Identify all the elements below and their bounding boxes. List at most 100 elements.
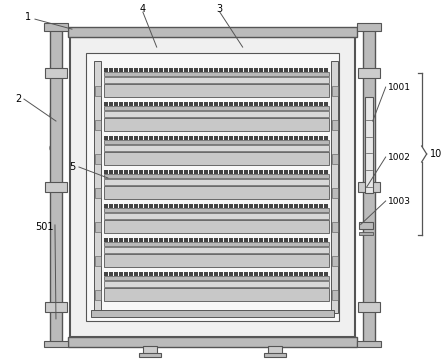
Bar <box>124 69 128 72</box>
Bar <box>179 204 183 208</box>
Bar <box>95 256 101 266</box>
Bar <box>314 102 318 106</box>
Bar <box>254 136 258 140</box>
Bar <box>224 171 228 174</box>
Bar <box>319 102 323 106</box>
Bar <box>259 272 263 276</box>
Bar <box>139 102 143 106</box>
Bar <box>239 272 243 276</box>
Bar <box>244 204 248 208</box>
Bar <box>115 272 119 276</box>
Bar <box>332 290 338 300</box>
Bar <box>274 272 278 276</box>
Bar <box>119 171 123 174</box>
Bar <box>359 232 373 235</box>
Bar <box>304 171 308 174</box>
Bar <box>319 171 323 174</box>
Bar <box>314 171 318 174</box>
Bar <box>155 102 159 106</box>
Bar <box>274 69 278 72</box>
Bar <box>204 69 208 72</box>
Bar <box>95 120 101 130</box>
Bar <box>164 238 168 242</box>
Bar <box>174 171 178 174</box>
Bar <box>94 61 101 313</box>
Bar <box>86 53 339 321</box>
Bar <box>289 272 293 276</box>
Bar <box>294 272 298 276</box>
Bar <box>219 69 223 72</box>
Bar <box>115 136 119 140</box>
Bar <box>274 102 278 106</box>
Text: 2: 2 <box>15 94 21 104</box>
Bar <box>229 136 233 140</box>
Bar <box>139 136 143 140</box>
Bar <box>224 238 228 242</box>
Bar <box>224 204 228 208</box>
Bar <box>179 69 183 72</box>
Bar <box>209 69 213 72</box>
Bar <box>264 204 268 208</box>
Bar <box>239 238 243 242</box>
Bar <box>239 69 243 72</box>
Bar <box>324 204 328 208</box>
Bar <box>219 238 223 242</box>
Bar <box>199 171 203 174</box>
Bar <box>234 171 238 174</box>
Bar <box>363 29 375 345</box>
Bar <box>239 102 243 106</box>
Bar <box>309 102 313 106</box>
Bar <box>209 136 213 140</box>
Bar <box>279 102 283 106</box>
Bar <box>314 69 318 72</box>
Bar <box>109 204 113 208</box>
Circle shape <box>50 142 62 154</box>
Bar <box>144 136 148 140</box>
Bar <box>124 272 128 276</box>
Bar <box>124 171 128 174</box>
Bar <box>164 171 168 174</box>
Bar <box>159 272 163 276</box>
Bar <box>174 136 178 140</box>
Bar <box>119 102 123 106</box>
Bar <box>104 84 329 97</box>
Bar <box>284 238 288 242</box>
Bar <box>143 346 157 355</box>
Bar <box>124 136 128 140</box>
Bar <box>104 102 108 106</box>
Bar <box>274 171 278 174</box>
Bar <box>135 136 139 140</box>
Bar <box>309 272 313 276</box>
Text: 10: 10 <box>430 149 442 159</box>
Bar <box>174 272 178 276</box>
Bar <box>254 272 258 276</box>
Bar <box>254 69 258 72</box>
Bar <box>104 145 329 151</box>
Bar <box>264 69 268 72</box>
Bar <box>204 102 208 106</box>
Bar <box>179 272 183 276</box>
Bar <box>358 182 380 192</box>
Text: 4: 4 <box>140 4 146 14</box>
Bar <box>249 171 253 174</box>
Bar <box>159 204 163 208</box>
Bar <box>135 238 139 242</box>
Bar <box>104 247 329 253</box>
Bar <box>264 136 268 140</box>
Bar <box>214 136 218 140</box>
Text: 1002: 1002 <box>388 153 411 162</box>
Bar <box>289 238 293 242</box>
Bar <box>169 272 173 276</box>
Bar <box>184 171 188 174</box>
Bar <box>239 204 243 208</box>
Bar <box>149 171 153 174</box>
Bar <box>249 272 253 276</box>
Bar <box>189 102 193 106</box>
Bar <box>194 238 198 242</box>
Bar <box>164 204 168 208</box>
Bar <box>284 171 288 174</box>
Bar <box>214 238 218 242</box>
Bar <box>139 238 143 242</box>
Bar <box>169 171 173 174</box>
Bar <box>268 346 282 355</box>
